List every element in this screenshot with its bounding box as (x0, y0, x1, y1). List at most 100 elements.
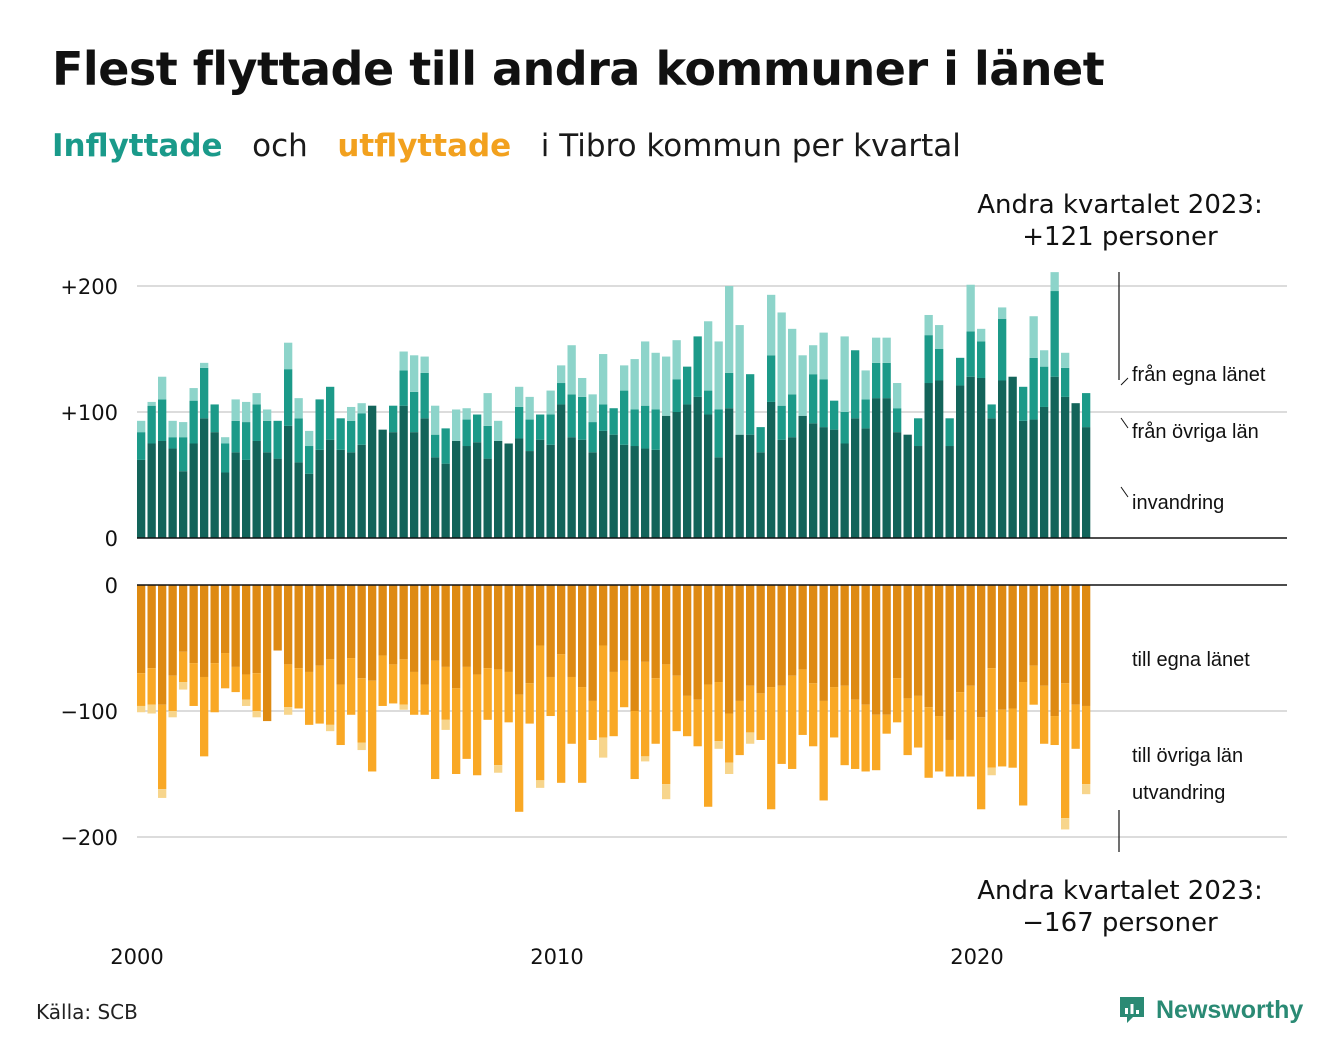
bar-out-0-39 (546, 585, 555, 677)
bar-in-1-32 (473, 414, 482, 443)
bar-in-1-52 (683, 366, 692, 405)
bar-in-0-3 (168, 448, 177, 538)
bar-out-1-64 (809, 683, 818, 747)
bar-in-2-88 (1061, 352, 1070, 368)
bar-out-0-5 (189, 585, 198, 664)
bar-in-1-25 (399, 370, 408, 406)
bar-in-0-84 (1019, 420, 1028, 538)
bar-out-0-36 (515, 585, 524, 695)
bar-in-2-25 (399, 351, 408, 371)
bar-in-0-90 (1082, 427, 1091, 538)
bar-out-0-44 (599, 585, 608, 646)
bar-in-2-47 (630, 359, 639, 410)
bar-in-1-82 (998, 318, 1007, 381)
bar-in-0-45 (609, 434, 618, 538)
bar-in-2-69 (861, 370, 870, 400)
bar-out-0-21 (357, 585, 366, 679)
bar-out-1-4 (179, 651, 188, 683)
y-tick-label: 0 (105, 574, 118, 598)
bar-in-1-79 (966, 331, 975, 377)
bar-in-0-86 (1040, 406, 1049, 538)
bar-in-2-80 (977, 328, 986, 342)
bar-out-0-70 (872, 585, 881, 715)
bar-in-2-34 (494, 420, 503, 441)
bar-out-2-11 (252, 711, 261, 718)
bar-in-0-73 (903, 434, 912, 538)
bar-out-0-29 (441, 585, 450, 667)
bar-in-0-31 (462, 446, 471, 538)
bar-out-0-38 (536, 585, 545, 646)
bar-out-2-48 (641, 756, 650, 762)
bar-out-0-37 (525, 585, 534, 684)
series-label-in-0: från egna länet (1132, 364, 1266, 386)
bar-in-1-66 (830, 400, 839, 430)
bar-in-0-74 (914, 446, 923, 538)
bar-in-1-1 (147, 405, 156, 444)
bar-in-1-14 (284, 369, 293, 426)
bar-out-1-17 (315, 665, 324, 724)
bar-in-2-44 (599, 354, 608, 405)
bar-out-0-82 (998, 585, 1007, 710)
bar-out-0-9 (231, 585, 240, 667)
bar-in-0-83 (1008, 376, 1017, 538)
bar-in-0-40 (557, 404, 566, 538)
bar-out-1-28 (431, 660, 440, 780)
bar-out-0-85 (1029, 585, 1038, 666)
bar-out-0-31 (462, 585, 471, 667)
bar-out-1-47 (630, 711, 639, 780)
bar-in-1-2 (158, 399, 167, 441)
bar-out-1-14 (284, 664, 293, 708)
bar-out-1-19 (336, 684, 345, 746)
bar-in-0-56 (725, 408, 734, 538)
bar-in-1-80 (977, 341, 986, 378)
bar-out-0-84 (1019, 585, 1028, 683)
bar-in-0-46 (620, 444, 629, 538)
bar-in-1-40 (557, 383, 566, 405)
bar-in-1-87 (1050, 291, 1059, 377)
bar-in-0-55 (714, 457, 723, 538)
bar-out-2-90 (1082, 784, 1091, 795)
bar-out-1-56 (725, 713, 734, 763)
bar-in-1-88 (1061, 367, 1070, 397)
bar-out-0-53 (693, 585, 702, 700)
bar-in-0-12 (263, 452, 272, 538)
bar-in-0-10 (242, 459, 251, 538)
bar-in-1-62 (788, 394, 797, 438)
bar-out-0-0 (137, 585, 146, 674)
bar-in-0-1 (147, 443, 156, 538)
bar-out-0-3 (168, 585, 177, 676)
bar-in-1-24 (389, 405, 398, 433)
bar-in-1-67 (840, 412, 849, 444)
bar-in-2-4 (179, 422, 188, 438)
bar-in-2-2 (158, 376, 167, 400)
bar-out-0-26 (410, 585, 419, 672)
series-leader-2 (1120, 486, 1129, 498)
bar-out-0-34 (494, 585, 503, 670)
bar-in-0-25 (399, 405, 408, 538)
subtitle-utflyttade: utflyttade (337, 128, 512, 164)
bar-out-0-73 (903, 585, 912, 699)
bar-out-0-75 (924, 585, 933, 708)
bar-in-1-20 (347, 420, 356, 453)
bar-in-0-2 (158, 440, 167, 538)
bar-in-1-41 (567, 394, 576, 438)
bar-in-0-71 (882, 398, 891, 538)
bar-in-2-41 (567, 345, 576, 395)
bar-out-1-87 (1050, 716, 1059, 746)
bar-in-2-5 (189, 388, 198, 401)
bar-out-2-0 (137, 705, 146, 713)
bar-in-1-72 (893, 408, 902, 433)
bar-out-0-87 (1050, 585, 1059, 717)
bar-in-2-65 (819, 332, 828, 380)
bar-in-1-65 (819, 379, 828, 428)
bar-out-1-74 (914, 695, 923, 748)
bar-out-2-38 (536, 780, 545, 788)
bar-out-0-12 (263, 585, 272, 722)
bar-out-0-49 (651, 585, 660, 679)
bar-in-0-39 (546, 444, 555, 538)
x-tick-label: 2020 (950, 945, 1003, 969)
bar-in-2-60 (767, 294, 776, 356)
bar-out-0-88 (1061, 585, 1070, 684)
bar-in-2-86 (1040, 350, 1049, 367)
bar-in-2-28 (431, 405, 440, 435)
